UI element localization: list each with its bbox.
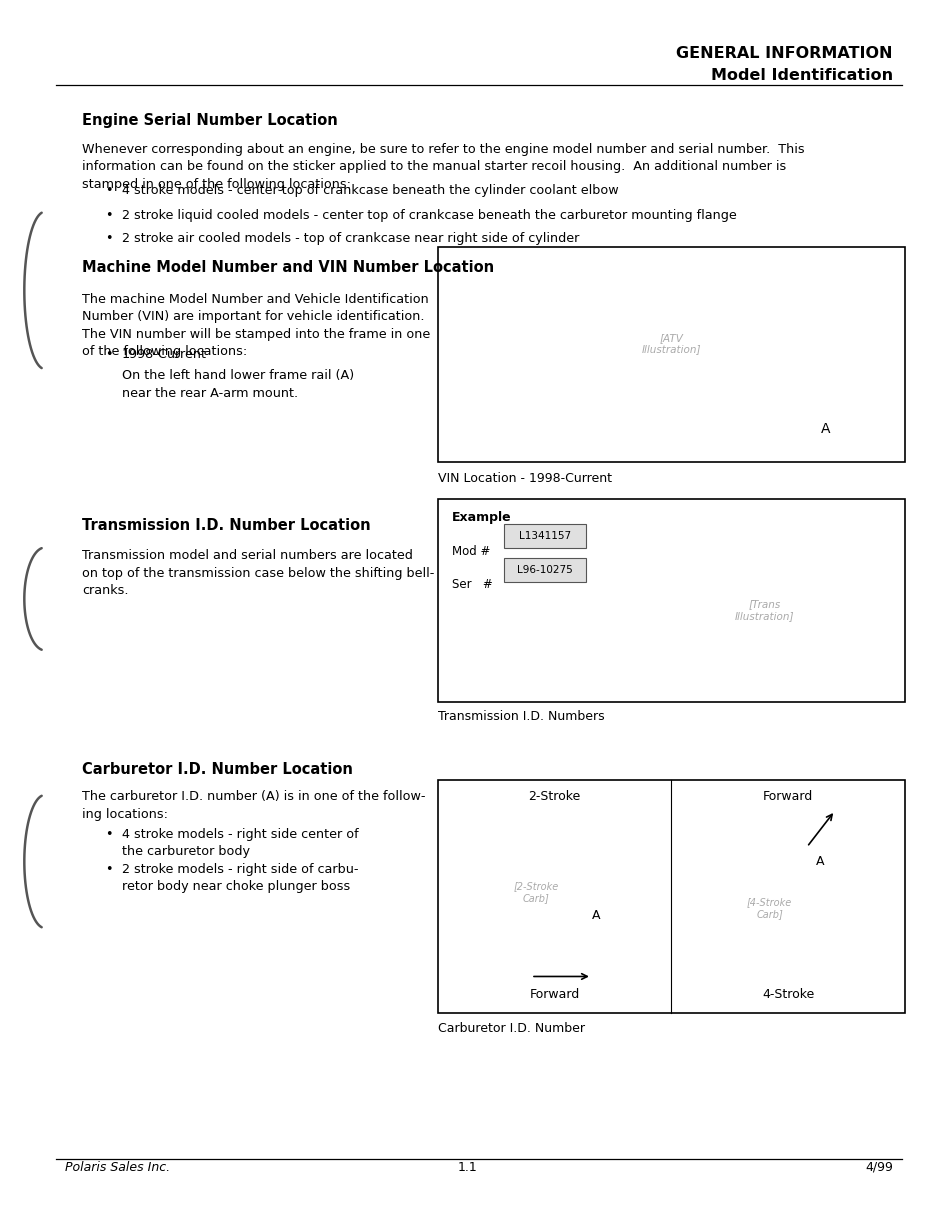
Text: Ser   #: Ser # bbox=[452, 578, 493, 592]
Text: GENERAL INFORMATION: GENERAL INFORMATION bbox=[676, 46, 893, 60]
Text: Forward: Forward bbox=[529, 987, 580, 1001]
Text: 4 stroke models - right side center of
the carburetor body: 4 stroke models - right side center of t… bbox=[122, 828, 358, 858]
Text: [4-Stroke
Carb]: [4-Stroke Carb] bbox=[747, 898, 792, 920]
Bar bbox=[438, 780, 905, 1013]
Text: Transmission model and serial numbers are located
on top of the transmission cas: Transmission model and serial numbers ar… bbox=[82, 549, 435, 598]
Text: On the left hand lower frame rail (A)
near the rear A-arm mount.: On the left hand lower frame rail (A) ne… bbox=[122, 369, 353, 399]
Text: Carburetor I.D. Number Location: Carburetor I.D. Number Location bbox=[82, 762, 353, 777]
Text: VIN Location - 1998-Current: VIN Location - 1998-Current bbox=[438, 472, 611, 485]
Text: [ATV
Illustration]: [ATV Illustration] bbox=[641, 333, 701, 355]
Text: 4/99: 4/99 bbox=[865, 1160, 893, 1174]
Text: •: • bbox=[105, 828, 112, 841]
Text: A: A bbox=[821, 422, 830, 437]
Text: 1998-Current: 1998-Current bbox=[122, 348, 207, 362]
Text: Machine Model Number and VIN Number Location: Machine Model Number and VIN Number Loca… bbox=[82, 260, 495, 275]
Text: The carburetor I.D. number (A) is in one of the follow-
ing locations:: The carburetor I.D. number (A) is in one… bbox=[82, 790, 425, 820]
Text: Polaris Sales Inc.: Polaris Sales Inc. bbox=[65, 1160, 170, 1174]
Text: 4 stroke models - center top of crankcase beneath the cylinder coolant elbow: 4 stroke models - center top of crankcas… bbox=[122, 184, 618, 197]
Text: 2 stroke models - right side of carbu-
retor body near choke plunger boss: 2 stroke models - right side of carbu- r… bbox=[122, 863, 358, 893]
Text: 2-Stroke: 2-Stroke bbox=[528, 790, 581, 803]
Text: Model Identification: Model Identification bbox=[711, 68, 893, 82]
Bar bbox=[438, 499, 905, 702]
Text: A: A bbox=[592, 909, 600, 922]
Text: 2 stroke air cooled models - top of crankcase near right side of cylinder: 2 stroke air cooled models - top of cran… bbox=[122, 232, 579, 246]
Bar bbox=[504, 558, 586, 582]
Text: •: • bbox=[105, 184, 112, 197]
Text: The machine Model Number and Vehicle Identification
Number (VIN) are important f: The machine Model Number and Vehicle Ide… bbox=[82, 293, 430, 358]
Text: •: • bbox=[105, 348, 112, 362]
Text: 4-Stroke: 4-Stroke bbox=[762, 987, 814, 1001]
Text: Mod #: Mod # bbox=[452, 544, 490, 558]
Text: L96-10275: L96-10275 bbox=[517, 565, 573, 575]
Text: 1.1: 1.1 bbox=[457, 1160, 478, 1174]
Text: Engine Serial Number Location: Engine Serial Number Location bbox=[82, 113, 338, 127]
Bar bbox=[438, 247, 905, 462]
Text: [2-Stroke
Carb]: [2-Stroke Carb] bbox=[513, 881, 558, 903]
Text: Carburetor I.D. Number: Carburetor I.D. Number bbox=[438, 1022, 584, 1036]
Text: •: • bbox=[105, 209, 112, 223]
Text: Transmission I.D. Numbers: Transmission I.D. Numbers bbox=[438, 710, 604, 724]
Text: Transmission I.D. Number Location: Transmission I.D. Number Location bbox=[82, 518, 371, 532]
Text: [Trans
Illustration]: [Trans Illustration] bbox=[735, 599, 795, 621]
Bar bbox=[504, 524, 586, 548]
Text: •: • bbox=[105, 232, 112, 246]
Text: Example: Example bbox=[452, 511, 511, 524]
Text: •: • bbox=[105, 863, 112, 876]
Text: Whenever corresponding about an engine, be sure to refer to the engine model num: Whenever corresponding about an engine, … bbox=[82, 143, 805, 191]
Text: Forward: Forward bbox=[763, 790, 813, 803]
Text: 2 stroke liquid cooled models - center top of crankcase beneath the carburetor m: 2 stroke liquid cooled models - center t… bbox=[122, 209, 736, 223]
Text: L1341157: L1341157 bbox=[519, 531, 571, 541]
Text: A: A bbox=[816, 855, 825, 869]
